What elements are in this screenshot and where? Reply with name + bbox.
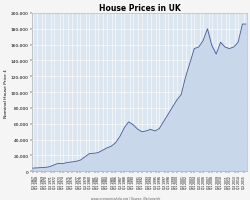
Text: www.economicshelp.org | Source: Nationwide: www.economicshelp.org | Source: Nationwi… <box>90 196 160 200</box>
Y-axis label: Nominal House Price £: Nominal House Price £ <box>4 68 8 117</box>
Title: House Prices in UK: House Prices in UK <box>98 4 180 13</box>
